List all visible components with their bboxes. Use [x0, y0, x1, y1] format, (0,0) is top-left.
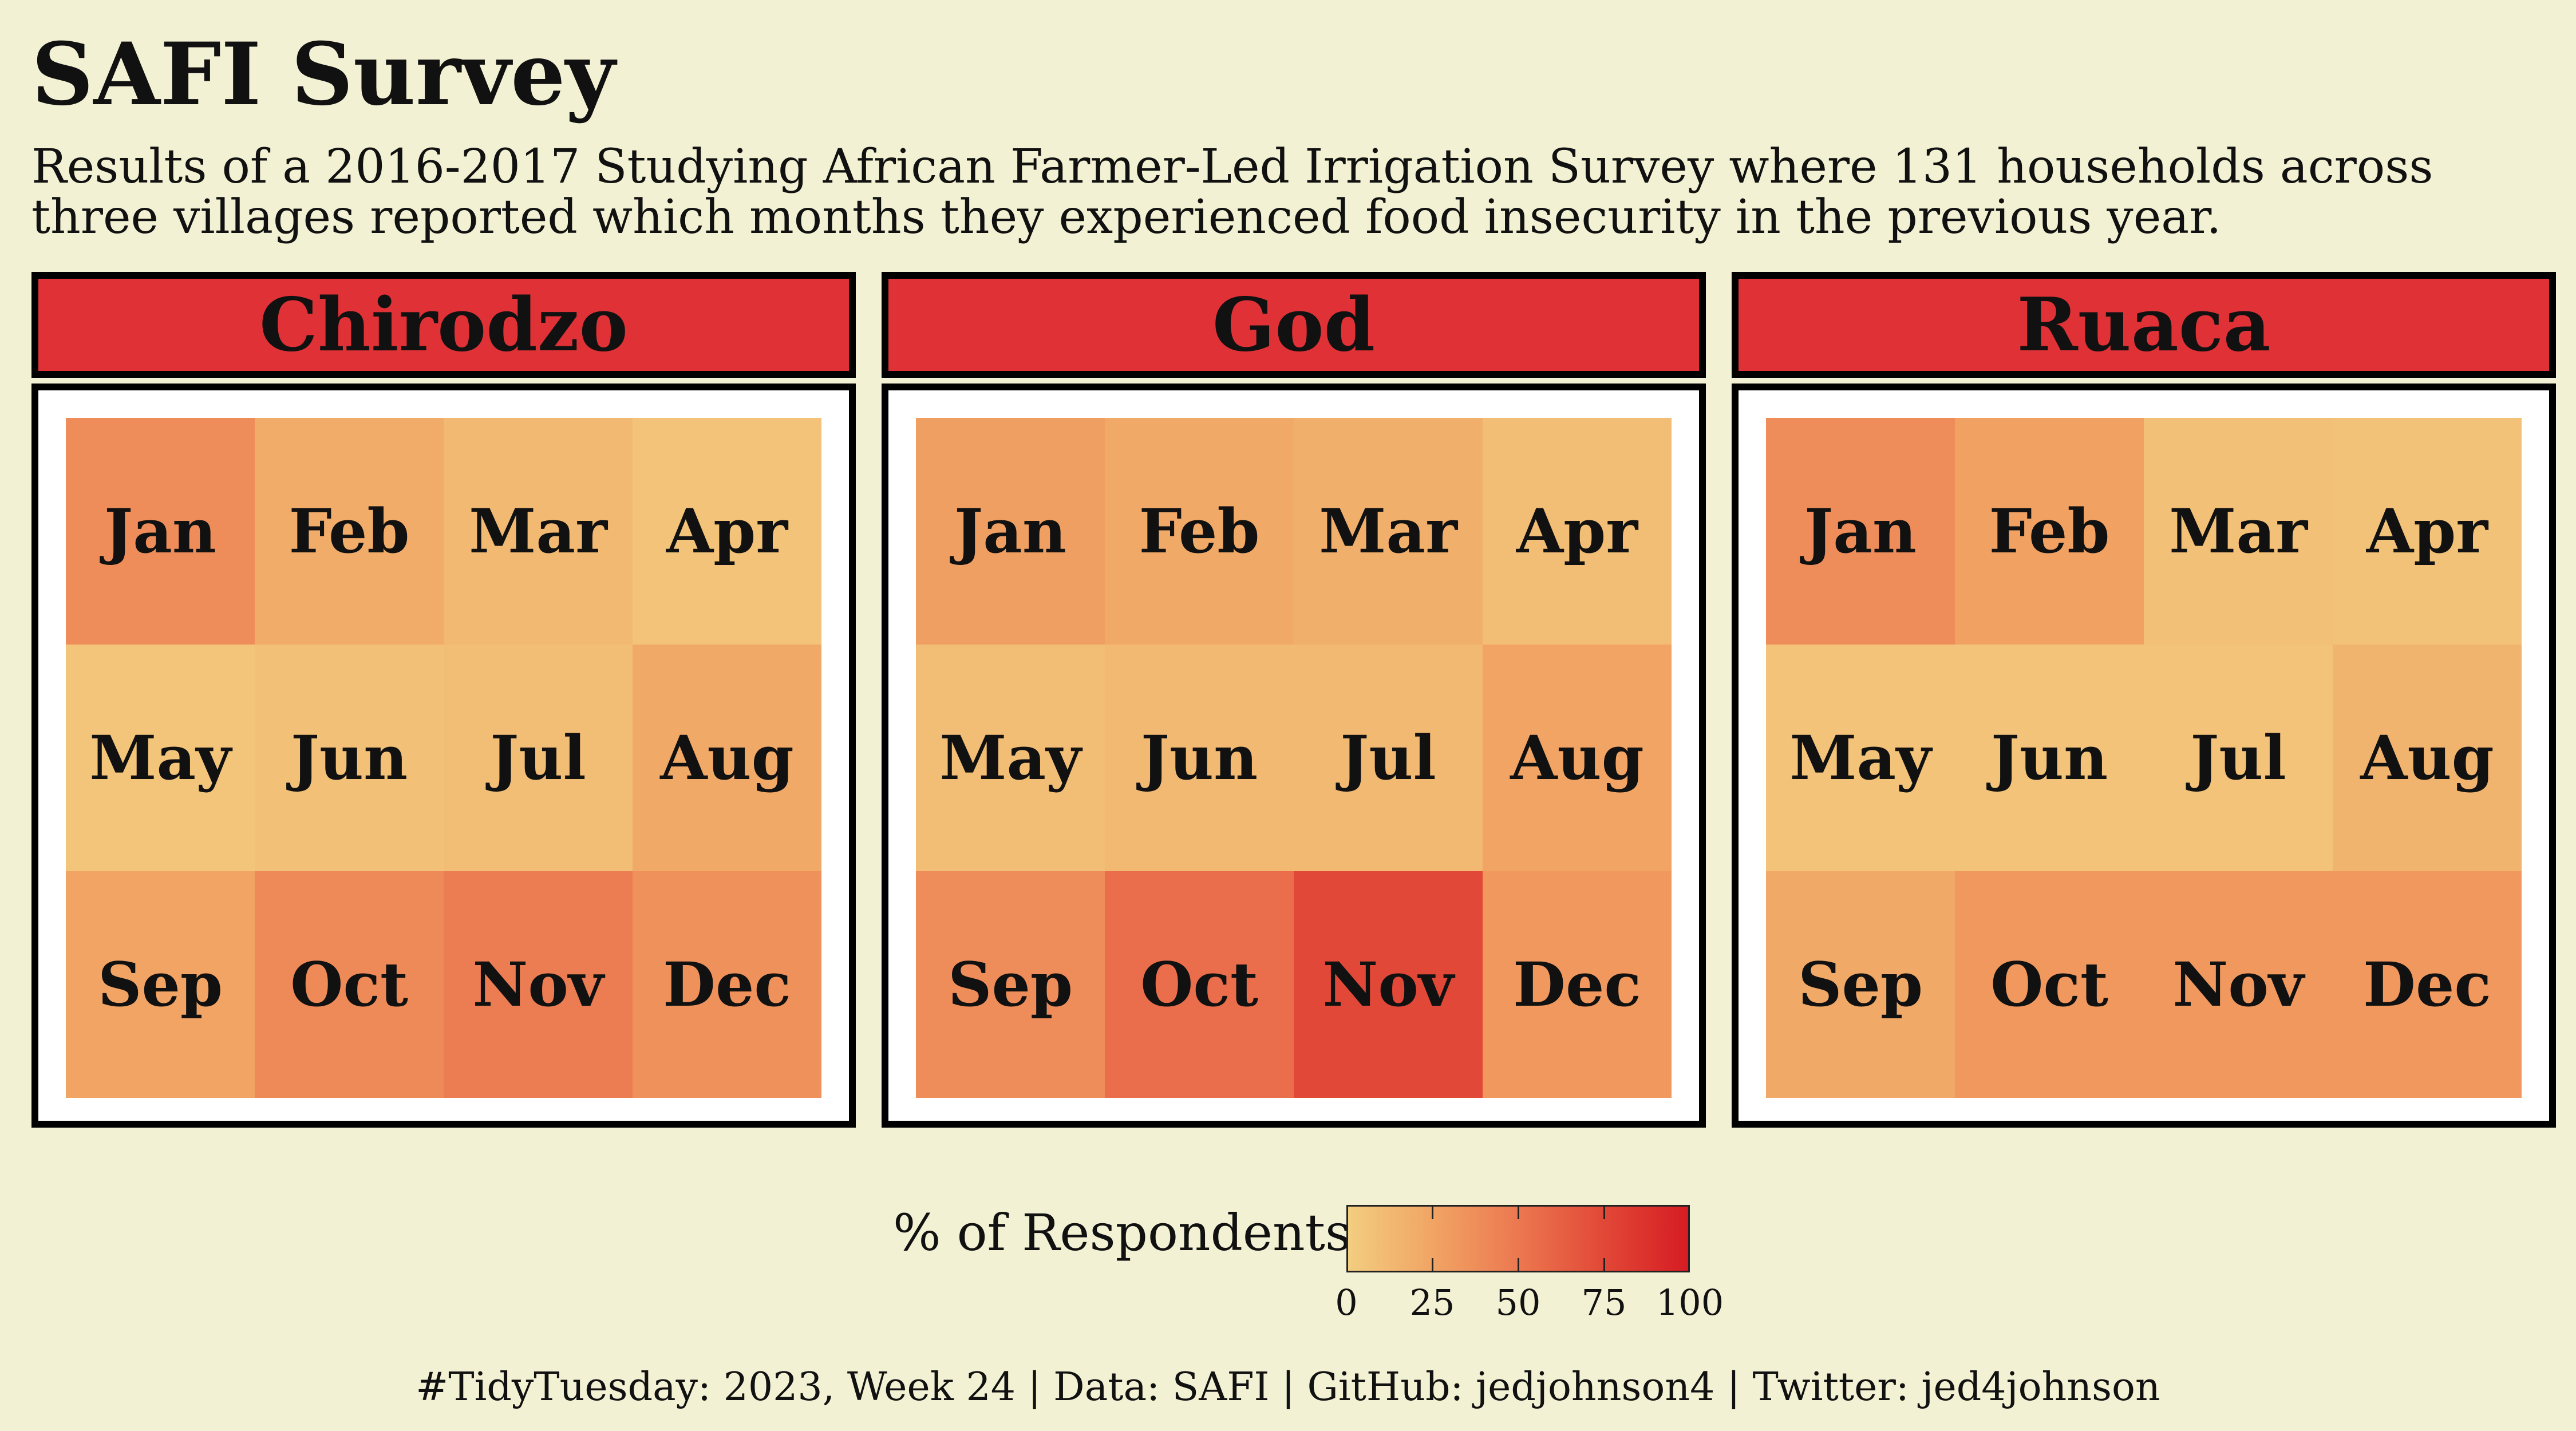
heatmap-cell-aug: Aug: [2333, 645, 2522, 871]
legend-tick-mark: [1603, 1258, 1605, 1271]
legend-tick-label: 25: [1409, 1282, 1455, 1323]
heatmap-cell-jan: Jan: [1766, 418, 1955, 645]
heatmap-cell-nov: Nov: [444, 871, 633, 1098]
heatmap-cell-sep: Sep: [916, 871, 1105, 1098]
legend-tick-label: 75: [1581, 1282, 1627, 1323]
heatmap-cell-may: May: [916, 645, 1105, 871]
heatmap-cell-jan: Jan: [916, 418, 1105, 645]
heatmap-cell-apr: Apr: [1483, 418, 1672, 645]
facet-strip-label: Ruaca: [1732, 272, 2556, 378]
heatmap-cell-apr: Apr: [2333, 418, 2522, 645]
legend-tick-mark: [1517, 1258, 1519, 1271]
facet-panel-ruaca: Ruaca Jan Feb Mar Apr May Jun Jul Aug Sep Oct Nov De…: [1732, 272, 2556, 1128]
heatmap-cell-sep: Sep: [66, 871, 255, 1098]
legend-tick-label: 50: [1495, 1282, 1541, 1323]
heatmap-cell-mar: Mar: [2144, 418, 2333, 645]
heatmap-cell-jul: Jul: [2144, 645, 2333, 871]
legend-tick-mark: [1431, 1207, 1433, 1219]
heatmap-cell-oct: Oct: [1105, 871, 1294, 1098]
facet-strip-label: Chirodzo: [31, 272, 856, 378]
legend-title: % of Respondents: [893, 1203, 1352, 1262]
legend-tick-label: 0: [1335, 1282, 1358, 1323]
heatmap-cell-feb: Feb: [1955, 418, 2144, 645]
facet-plot-area: Jan Feb Mar Apr May Jun Jul Aug Sep Oct Nov Dec: [31, 384, 856, 1128]
heatmap-cell-nov: Nov: [2144, 871, 2333, 1098]
heatmap-cell-dec: Dec: [1483, 871, 1672, 1098]
heatmap-grid: Jan Feb Mar Apr May Jun Jul Aug Sep Oct Nov Dec: [1766, 418, 2522, 1098]
heatmap-cell-nov: Nov: [1294, 871, 1483, 1098]
heatmap-cell-jun: Jun: [1105, 645, 1294, 871]
subtitle-line-1: Results of a 2016-2017 Studying African …: [31, 140, 2433, 194]
heatmap-cell-apr: Apr: [633, 418, 821, 645]
facet-strip-label: God: [882, 272, 1706, 378]
heatmap-cell-feb: Feb: [255, 418, 444, 645]
heatmap-cell-may: May: [1766, 645, 1955, 871]
heatmap-cell-mar: Mar: [1294, 418, 1483, 645]
heatmap-cell-jun: Jun: [255, 645, 444, 871]
heatmap-cell-aug: Aug: [633, 645, 821, 871]
legend-tick-mark: [1431, 1258, 1433, 1271]
legend-tick-mark: [1517, 1207, 1519, 1219]
heatmap-cell-dec: Dec: [2333, 871, 2522, 1098]
heatmap-cell-oct: Oct: [1955, 871, 2144, 1098]
heatmap-cell-mar: Mar: [444, 418, 633, 645]
facet-panel-god: God Jan Feb Mar Apr May Jun Jul Aug Sep Oct Nov Dec: [882, 272, 1706, 1128]
heatmap-cell-jul: Jul: [444, 645, 633, 871]
facet-plot-area: Jan Feb Mar Apr May Jun Jul Aug Sep Oct Nov Dec: [882, 384, 1706, 1128]
heatmap-cell-jul: Jul: [1294, 645, 1483, 871]
heatmap-grid: Jan Feb Mar Apr May Jun Jul Aug Sep Oct Nov Dec: [66, 418, 821, 1098]
heatmap-cell-jun: Jun: [1955, 645, 2144, 871]
heatmap-grid: Jan Feb Mar Apr May Jun Jul Aug Sep Oct Nov Dec: [916, 418, 1672, 1098]
chart-title: SAFI Survey: [31, 24, 615, 125]
chart-subtitle: Results of a 2016-2017 Studying African …: [31, 142, 2493, 243]
subtitle-line-2: three villages reported which months the…: [31, 190, 2222, 244]
legend-tick-label: 100: [1656, 1282, 1724, 1323]
heatmap-cell-aug: Aug: [1483, 645, 1672, 871]
legend-tick-mark: [1603, 1207, 1605, 1219]
heatmap-cell-sep: Sep: [1766, 871, 1955, 1098]
heatmap-cell-jan: Jan: [66, 418, 255, 645]
facet-panel-chirodzo: Chirodzo Jan Feb Mar Apr May Jun Jul Aug Sep Oct No…: [31, 272, 856, 1128]
heatmap-cell-oct: Oct: [255, 871, 444, 1098]
heatmap-cell-may: May: [66, 645, 255, 871]
heatmap-cell-feb: Feb: [1105, 418, 1294, 645]
heatmap-cell-dec: Dec: [633, 871, 821, 1098]
facet-plot-area: Jan Feb Mar Apr May Jun Jul Aug Sep Oct Nov Dec: [1732, 384, 2556, 1128]
caption: #TidyTuesday: 2023, Week 24 | Data: SAFI…: [416, 1365, 2160, 1410]
